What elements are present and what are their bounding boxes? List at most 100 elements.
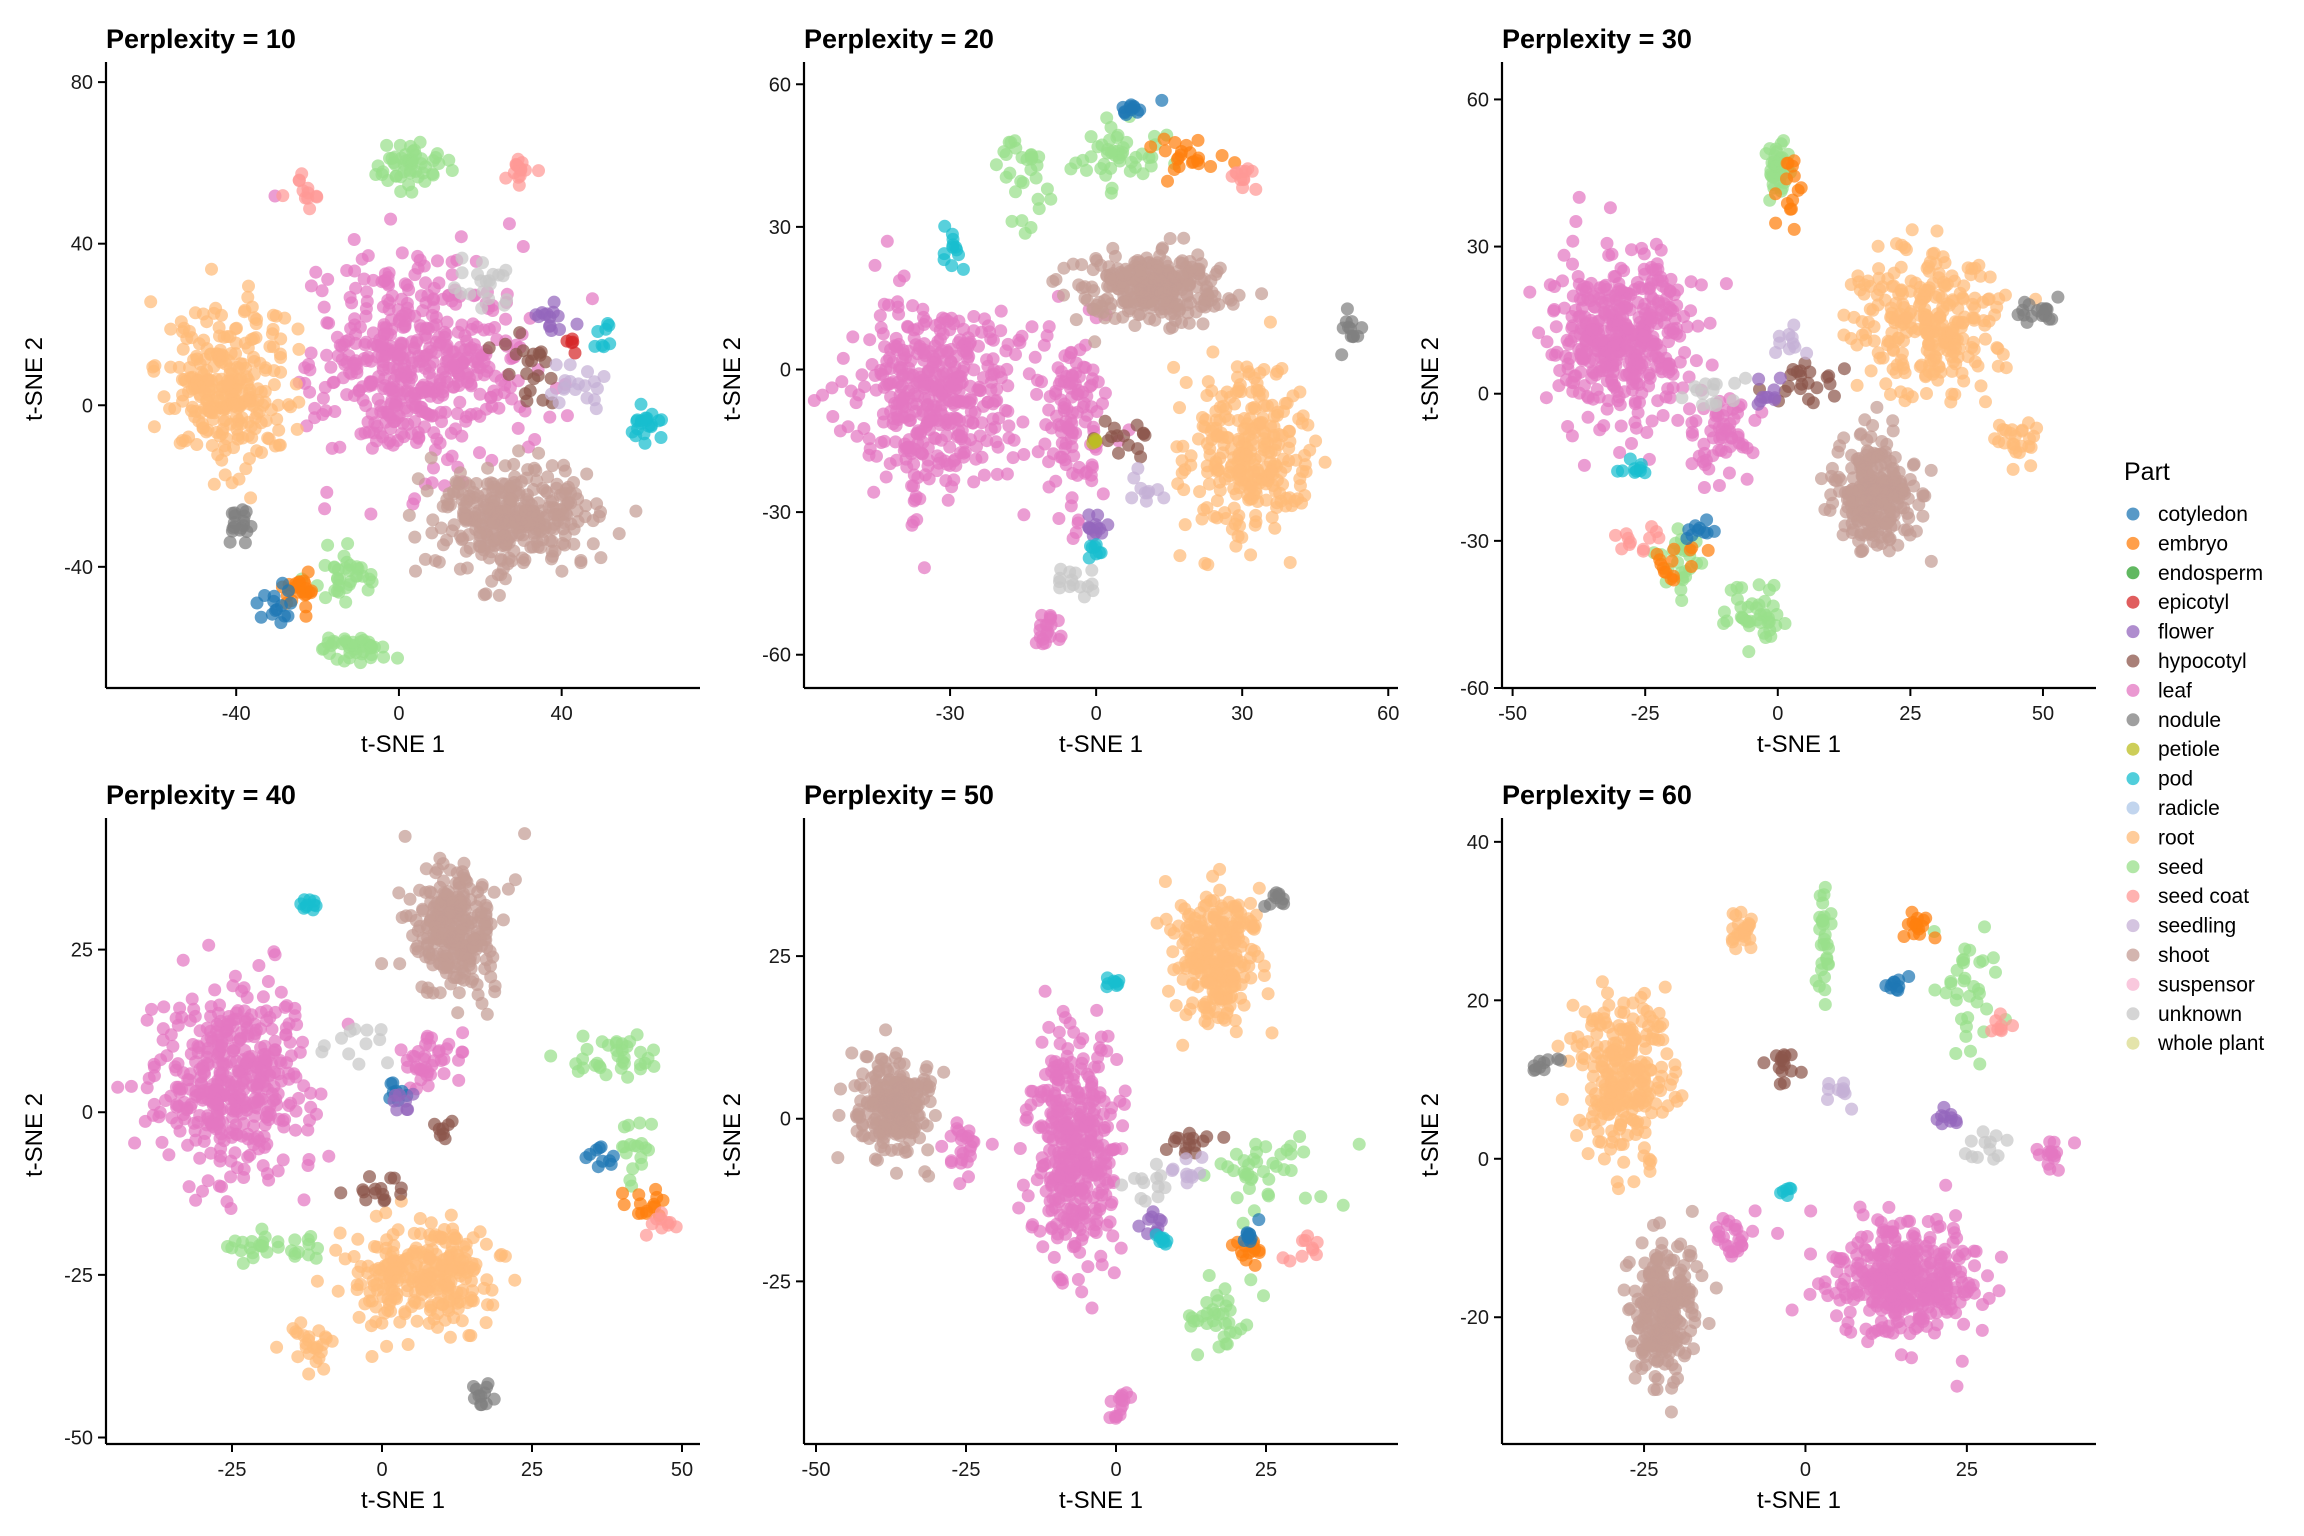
point-leaf: [878, 434, 891, 448]
point-seed: [319, 591, 332, 605]
point-leaf: [176, 953, 190, 967]
point-shoot: [1924, 463, 1938, 477]
point-cotyledon: [267, 594, 281, 608]
x-tick-label: 0: [1772, 703, 1783, 725]
point-leaf: [482, 322, 496, 336]
point-shoot: [1124, 284, 1138, 297]
point-leaf: [1712, 479, 1726, 492]
point-seedling: [578, 379, 592, 393]
point-leaf: [947, 473, 961, 487]
point-seed: [1064, 162, 1078, 176]
point-leaf: [880, 234, 894, 248]
point-seed-coat: [276, 189, 290, 203]
point-leaf: [988, 420, 1002, 434]
point-leaf: [1569, 215, 1583, 228]
point-shoot: [392, 886, 406, 900]
point-root: [2024, 459, 2038, 473]
point-root: [1201, 558, 1215, 572]
point-shoot: [473, 893, 487, 907]
point-leaf: [208, 983, 222, 997]
y-tick-label: 80: [71, 72, 93, 94]
point-shoot: [1888, 451, 1902, 464]
point-seed: [1080, 163, 1093, 177]
point-leaf: [1006, 451, 1020, 465]
point-leaf: [308, 401, 322, 415]
point-leaf: [994, 324, 1008, 338]
point-leaf: [230, 1127, 244, 1141]
point-leaf: [247, 1030, 261, 1044]
point-leaf: [825, 381, 839, 395]
point-shoot: [1833, 484, 1846, 498]
point-nodule: [226, 521, 240, 535]
point-leaf: [419, 321, 433, 335]
point-leaf: [237, 1162, 251, 1176]
point-leaf: [168, 1060, 182, 1074]
point-leaf: [408, 268, 422, 282]
point-leaf: [401, 1060, 415, 1074]
point-seed-coat: [1649, 525, 1663, 539]
point-root: [267, 378, 281, 392]
point-root: [1988, 308, 2002, 322]
point-hypocotyl: [544, 371, 558, 385]
point-leaf: [1553, 364, 1567, 377]
point-leaf: [420, 1031, 434, 1045]
point-root: [1850, 378, 1864, 392]
point-leaf: [324, 360, 338, 374]
point-leaf: [221, 1015, 235, 1029]
point-pod: [1633, 464, 1647, 478]
point-leaf: [1603, 201, 1617, 215]
point-embryo: [1769, 216, 1783, 230]
point-seed: [1754, 616, 1768, 629]
point-seedling: [549, 358, 563, 372]
point-shoot: [1089, 252, 1103, 265]
point-leaf: [156, 1033, 170, 1047]
point-shoot: [496, 913, 510, 927]
point-shoot: [1143, 312, 1156, 326]
point-embryo: [1161, 174, 1174, 188]
point-leaf: [464, 379, 478, 393]
point-leaf: [1028, 350, 1042, 364]
point-root: [290, 422, 304, 436]
point-leaf: [952, 314, 966, 328]
x-tick-label: 0: [393, 703, 404, 725]
point-nodule: [2051, 290, 2065, 304]
point-root: [1971, 359, 1985, 373]
point-leaf: [277, 1120, 291, 1134]
point-root: [185, 382, 199, 396]
point-shoot: [586, 537, 600, 551]
point-seed: [1770, 608, 1784, 621]
point-root: [1286, 389, 1300, 403]
point-root: [250, 313, 264, 326]
point-shoot: [475, 996, 489, 1010]
point-leaf: [395, 246, 409, 260]
point-root: [173, 436, 187, 450]
point-leaf: [936, 327, 950, 341]
point-leaf: [1016, 415, 1030, 429]
point-unknown: [455, 266, 469, 280]
point-leaf: [939, 393, 953, 407]
point-flower: [547, 295, 561, 309]
point-seed: [362, 572, 376, 586]
point-leaf: [196, 1084, 210, 1098]
panel-title: Perplexity = 30: [1502, 24, 1692, 54]
point-leaf: [967, 475, 981, 489]
point-seed: [1105, 146, 1118, 160]
point-leaf: [1610, 384, 1624, 398]
point-shoot: [1226, 297, 1240, 311]
point-leaf: [1096, 397, 1109, 411]
point-hypocotyl: [1795, 377, 1809, 391]
point-shoot: [375, 957, 389, 971]
point-root: [199, 425, 213, 439]
point-leaf: [1691, 319, 1705, 333]
point-shoot: [1866, 419, 1880, 432]
point-leaf: [1017, 508, 1031, 522]
point-leaf: [1566, 234, 1580, 248]
point-shoot: [558, 464, 572, 478]
point-root: [1192, 432, 1205, 446]
point-seed: [1091, 140, 1105, 154]
point-leaf: [1669, 321, 1683, 335]
point-seed: [405, 185, 419, 199]
point-leaf: [278, 1000, 292, 1014]
point-shoot: [545, 544, 559, 558]
